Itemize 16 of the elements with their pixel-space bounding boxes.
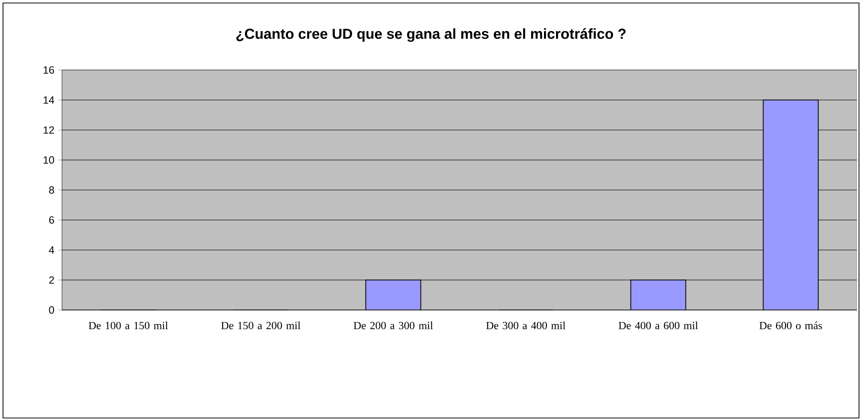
y-tick-label: 4 xyxy=(48,246,54,254)
x-tick-label: De 600 o más xyxy=(759,322,822,330)
x-tick-label: De 400 a 600 mil xyxy=(618,322,698,330)
x-tick-label: De 200 a 300 mil xyxy=(354,322,433,330)
y-tick-label: 8 xyxy=(49,186,54,194)
y-tick-label: 2 xyxy=(49,276,54,284)
y-tick-label: 14 xyxy=(44,96,54,104)
y-tick-label: 10 xyxy=(44,156,54,164)
x-tick-label: De 100 a 150 mil xyxy=(88,322,168,330)
y-tick-label: 0 xyxy=(49,306,54,314)
x-tick-label: De 300 a 400 mil xyxy=(486,322,566,330)
y-tick-label: 6 xyxy=(49,216,54,224)
y-tick-label: 16 xyxy=(44,66,54,74)
chart-title: ¿Cuanto cree UD que se gana al mes en el microtráfico ? xyxy=(236,28,626,42)
x-tick-label: De 150 a 200 mil xyxy=(221,322,300,330)
y-tick-label: 12 xyxy=(44,126,54,134)
